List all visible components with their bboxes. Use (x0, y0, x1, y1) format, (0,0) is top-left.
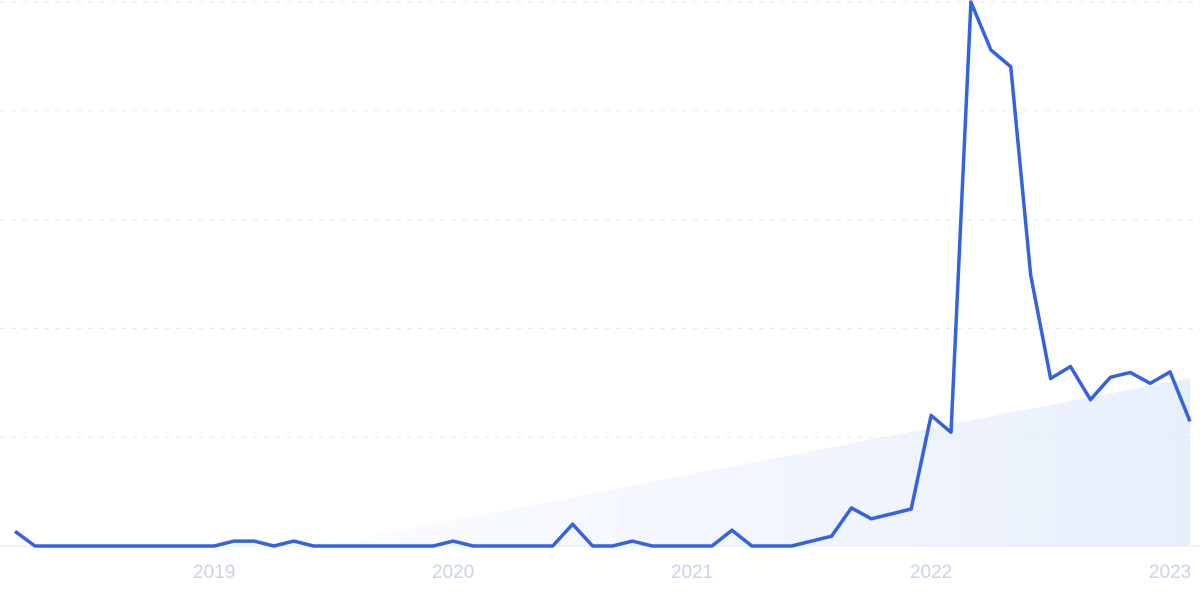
x-tick-label: 2020 (432, 562, 474, 583)
trend-area (320, 378, 1190, 546)
x-tick-label: 2019 (193, 562, 235, 583)
x-tick-label: 2022 (910, 562, 952, 583)
x-tick-label: 2023 (1149, 562, 1191, 583)
x-tick-label: 2021 (671, 562, 713, 583)
line (13, 0, 1192, 548)
